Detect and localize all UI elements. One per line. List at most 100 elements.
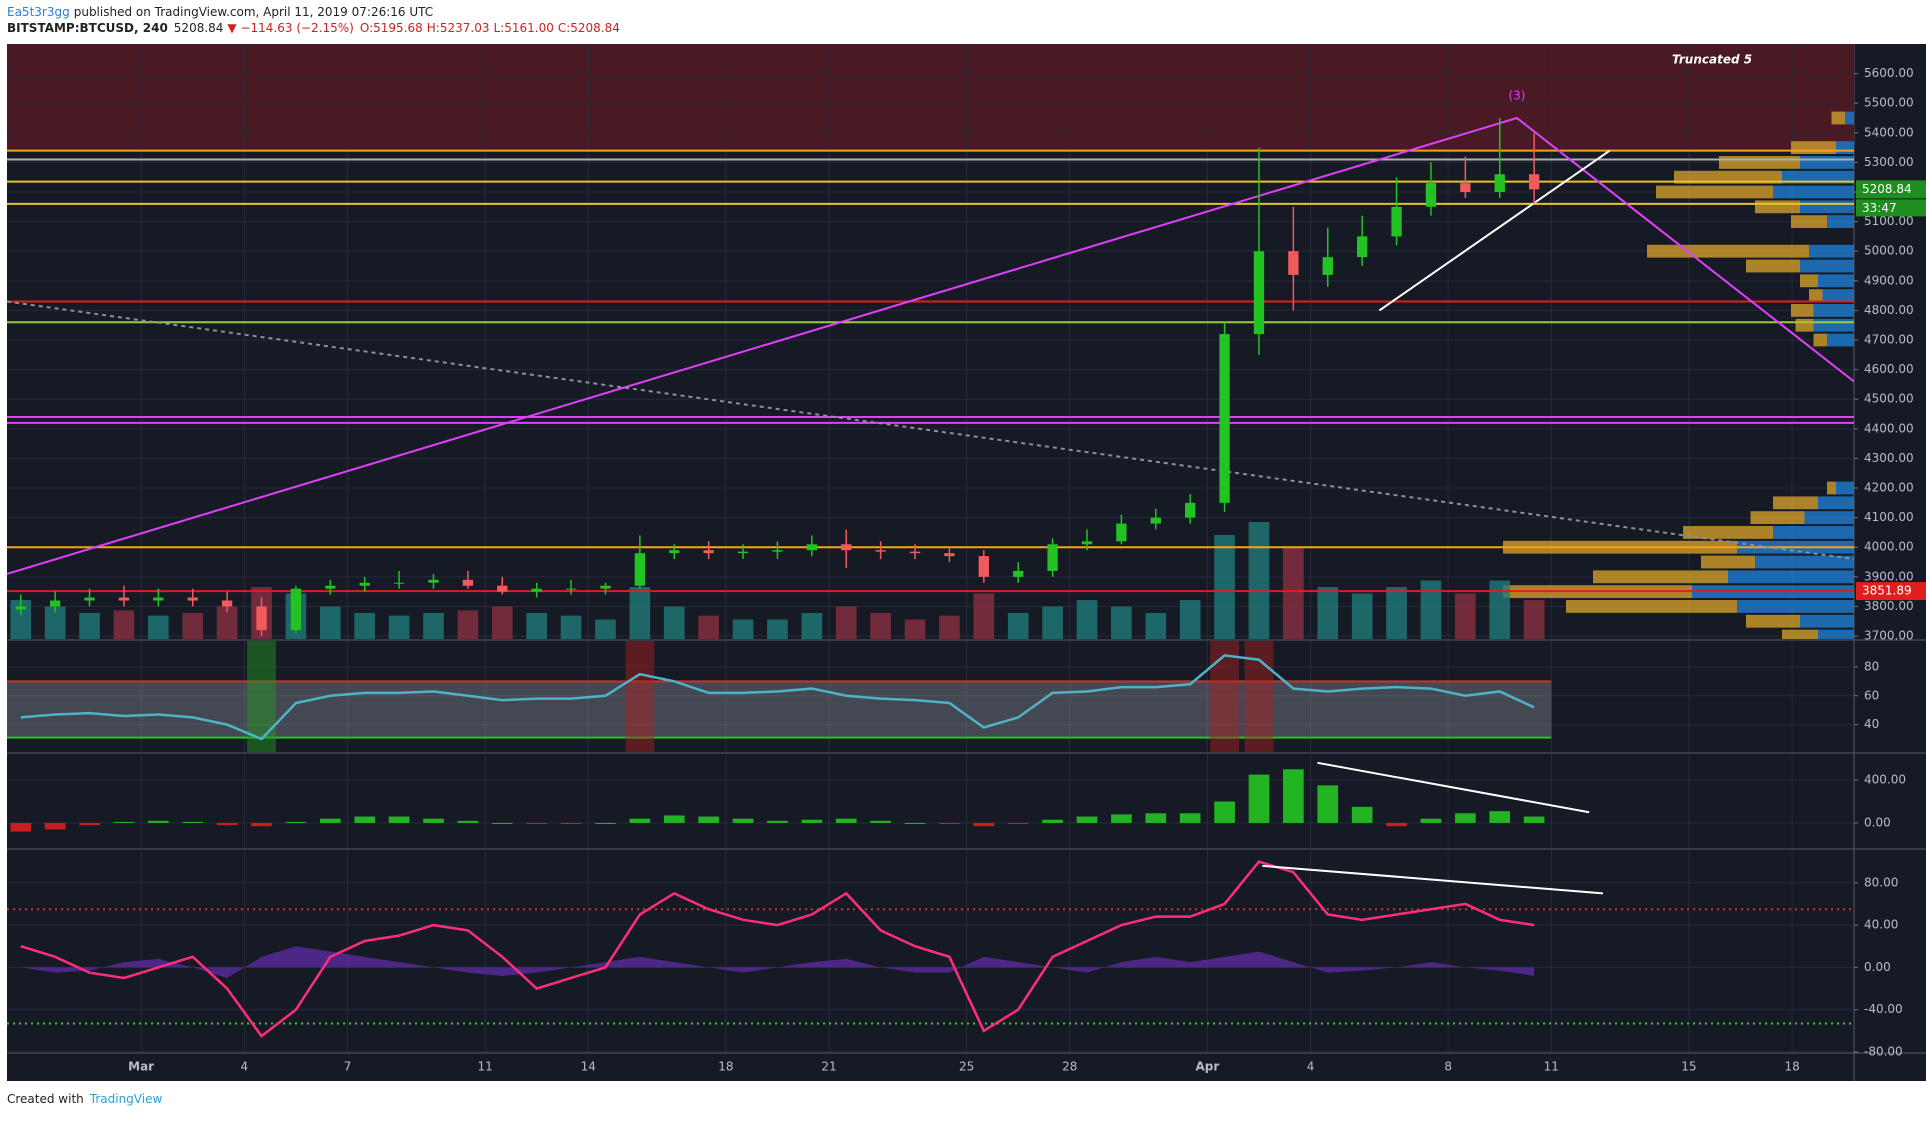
candle-body (531, 588, 542, 592)
ohlc-close: C:5208.84 (558, 21, 620, 35)
volume-bar (1145, 613, 1167, 639)
volume-bar (560, 615, 582, 639)
candle-body (909, 551, 921, 554)
volume-bar (1523, 600, 1545, 639)
y-tick-label: 40 (1864, 717, 1879, 731)
oscillator-area (20, 946, 1535, 978)
timer-label: 33:47 (1862, 201, 1897, 215)
candle-body (1356, 236, 1368, 258)
time-axis-bg (7, 1053, 1926, 1081)
header-line-1: Ea5t3r3gg published on TradingView.com, A… (7, 5, 433, 19)
candle-body (1013, 570, 1024, 577)
histogram-bar (423, 818, 444, 823)
histogram-bar (1317, 785, 1339, 823)
histogram-bar (1386, 822, 1407, 827)
last-price-label: 5208.84 (1862, 182, 1912, 196)
profile-down (1818, 496, 1854, 510)
y-tick-label: 4000.00 (1864, 540, 1914, 554)
axes: Mar 4 7 11 14 18 21 25 28 Apr 4 8 11 15 18 3700.00 3800.… (128, 66, 1926, 1074)
candle-body (1322, 257, 1333, 275)
profile-down (1827, 215, 1854, 229)
y-tick-label: 5300.00 (1864, 155, 1914, 169)
candle-body (772, 550, 783, 552)
histogram-bar (285, 821, 307, 823)
x-tick-label: 28 (1062, 1060, 1077, 1074)
x-tick-label: 15 (1681, 1060, 1696, 1074)
histogram-bar (79, 822, 100, 826)
volume-bar (870, 613, 891, 639)
histogram-bar (491, 822, 513, 824)
profile-up (1782, 629, 1818, 639)
volume-bar (388, 615, 410, 639)
y-tick-label: 60 (1864, 688, 1879, 702)
volume-bar (835, 606, 857, 639)
x-tick-label: 18 (718, 1060, 733, 1074)
trend-line (1317, 761, 1590, 814)
histogram-bar (801, 819, 823, 823)
volume-bar (1351, 593, 1373, 639)
volume-bar (904, 619, 926, 639)
candle-body (737, 551, 749, 554)
ohlc-low: L:5161.00 (493, 21, 553, 35)
volume-bar (1386, 587, 1407, 639)
author[interactable]: Ea5t3r3gg (7, 5, 70, 19)
profile-down (1782, 170, 1854, 184)
histogram-bar (1420, 818, 1442, 823)
volume-bar (1179, 600, 1201, 639)
candle-body (806, 544, 817, 551)
histogram-bar (10, 822, 32, 832)
candle-body (1047, 544, 1058, 571)
y-tick-label: 4300.00 (1864, 451, 1914, 465)
volume-bar (148, 615, 169, 639)
profile-up (1674, 170, 1782, 184)
histogram-bar (1455, 813, 1476, 823)
candle-body (1219, 334, 1230, 503)
histogram-bar (939, 822, 960, 825)
profile-down (1827, 333, 1854, 347)
profile-up (1746, 259, 1800, 273)
published: published on TradingView.com, April 11, … (74, 5, 433, 19)
support-price-label: 3851.89 (1862, 584, 1912, 598)
footer-created: Created with (7, 1092, 84, 1106)
histogram-bar (698, 816, 719, 823)
last: 5208.84 (174, 21, 224, 35)
extreme-shade (1210, 641, 1240, 752)
profile-up (1593, 570, 1728, 584)
volume-bar (629, 587, 651, 639)
candle-body (944, 553, 955, 557)
histogram-bar (148, 820, 169, 823)
candle-body (565, 588, 577, 590)
histogram-bar (1489, 811, 1511, 823)
ohlc-open: O:5195.68 (360, 21, 423, 35)
candle-body (221, 600, 233, 607)
histogram-bar (732, 818, 754, 823)
candle-body (1253, 251, 1265, 335)
y-tick-label: 5500.00 (1864, 96, 1914, 110)
profile-down (1800, 259, 1854, 273)
profile-up (1566, 600, 1737, 613)
volume-bar (1455, 593, 1476, 639)
y-tick-label: 5600.00 (1864, 66, 1914, 80)
footer-brand[interactable]: TradingView (89, 1092, 163, 1106)
candle-body (1081, 541, 1093, 545)
volume-bar (663, 606, 685, 639)
extreme-shade (625, 641, 655, 752)
trend-line (7, 116, 1854, 575)
profile-down (1836, 141, 1854, 155)
profile-up (1656, 185, 1773, 199)
extreme-shade (247, 641, 276, 752)
volume-bar (1489, 580, 1511, 639)
candle-body (359, 582, 370, 586)
x-tick-label: Mar (128, 1060, 154, 1074)
profile-up (1809, 289, 1823, 303)
profile-down (1755, 555, 1854, 569)
histogram-bar (1007, 822, 1029, 825)
y-tick-label: 5000.00 (1864, 244, 1914, 258)
profile-up (1719, 156, 1800, 169)
wave-label: (3) (1508, 88, 1525, 102)
volume-bar (113, 610, 135, 639)
indicator-line (20, 860, 1535, 1038)
candle-body (256, 606, 267, 631)
